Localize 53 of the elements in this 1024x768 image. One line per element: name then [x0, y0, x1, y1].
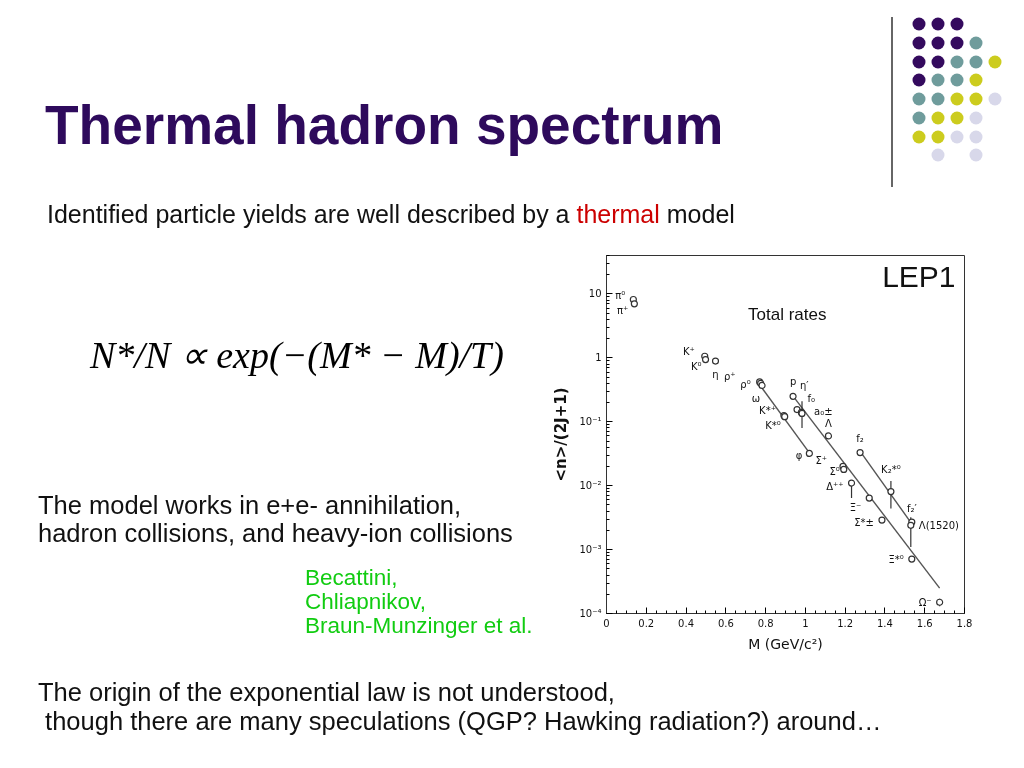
annotation: ρ⁺	[724, 371, 736, 383]
chart-title: Thermal hadron spectrum	[44, 93, 724, 158]
annotation: Δ⁺⁺	[826, 480, 844, 492]
y-tick-label: 10	[588, 288, 602, 300]
x-tick-label: 0	[603, 617, 610, 629]
annotation: p	[789, 375, 797, 387]
annotation: a₀±	[814, 405, 833, 417]
y-tick-label: 10⁻⁴	[579, 608, 602, 619]
annotation: Ξ*⁰	[888, 553, 904, 565]
annotation: f₀	[807, 392, 815, 404]
annotation: Σ⁺	[815, 454, 827, 466]
y-axis-title: <n>/(2J+1)	[552, 387, 571, 482]
annotation: Total rates	[748, 305, 827, 325]
annotation: ρ⁰	[740, 378, 751, 390]
annotation: Ξ⁻	[849, 501, 862, 513]
annotation: η′	[800, 380, 810, 392]
annotation: K*⁰	[765, 420, 781, 432]
x-tick-label: 0.4	[678, 617, 695, 629]
y-tick-label: 1	[595, 352, 602, 364]
x-tick-label: 1.2	[837, 617, 854, 629]
annotation: K⁺	[682, 345, 695, 357]
text: Becattini, Chliapnikov, Braun-Munzinger et al.	[304, 564, 533, 638]
annotation: f₂	[856, 433, 864, 445]
x-tick-label: 1.8	[956, 617, 973, 629]
annotation: K*⁺	[759, 405, 776, 417]
annotation: φ	[795, 449, 803, 461]
text: The origin of the exponential law is not understood, though there are many speculations (QGP? Hawking radiation?) around…	[37, 677, 882, 736]
annotation: LEP1	[882, 259, 956, 293]
x-tick-label: 1.6	[916, 617, 933, 629]
text: Identified particle yields are well described by a thermal model	[46, 199, 735, 230]
x-tick-label: 1.4	[876, 617, 893, 629]
annotation: K⁰	[690, 361, 702, 373]
x-axis-title: M (GeV/c²)	[748, 635, 823, 652]
annotation: K₂*⁰	[881, 464, 901, 476]
x-tick-label: 0.8	[757, 617, 774, 629]
annotation: f₂′	[906, 502, 918, 514]
text: N*/N ∝ exp(−(M* − M)/T)	[88, 333, 504, 378]
annotation: ω	[751, 392, 761, 404]
annotation: Λ	[825, 418, 833, 430]
annotation: Λ(1520)	[918, 519, 959, 531]
annotation: Ω⁻	[918, 596, 932, 608]
y-tick-label: 10⁻²	[579, 480, 602, 492]
annotation: π⁰	[615, 289, 626, 301]
annotation: η	[712, 368, 719, 380]
y-tick-label: 10⁻¹	[579, 416, 602, 428]
text: The model works in e+e- annihilation, hadron collisions, and heavy-ion collisions	[37, 490, 513, 547]
y-tick-label: 10⁻³	[579, 544, 602, 556]
x-tick-label: 0.6	[717, 617, 734, 629]
annotation: Σ⁰	[829, 465, 840, 477]
annotation: Σ*±	[854, 516, 874, 528]
x-tick-label: 1	[802, 617, 809, 629]
x-tick-label: 0.2	[638, 617, 655, 629]
annotation: π⁺	[617, 305, 629, 317]
